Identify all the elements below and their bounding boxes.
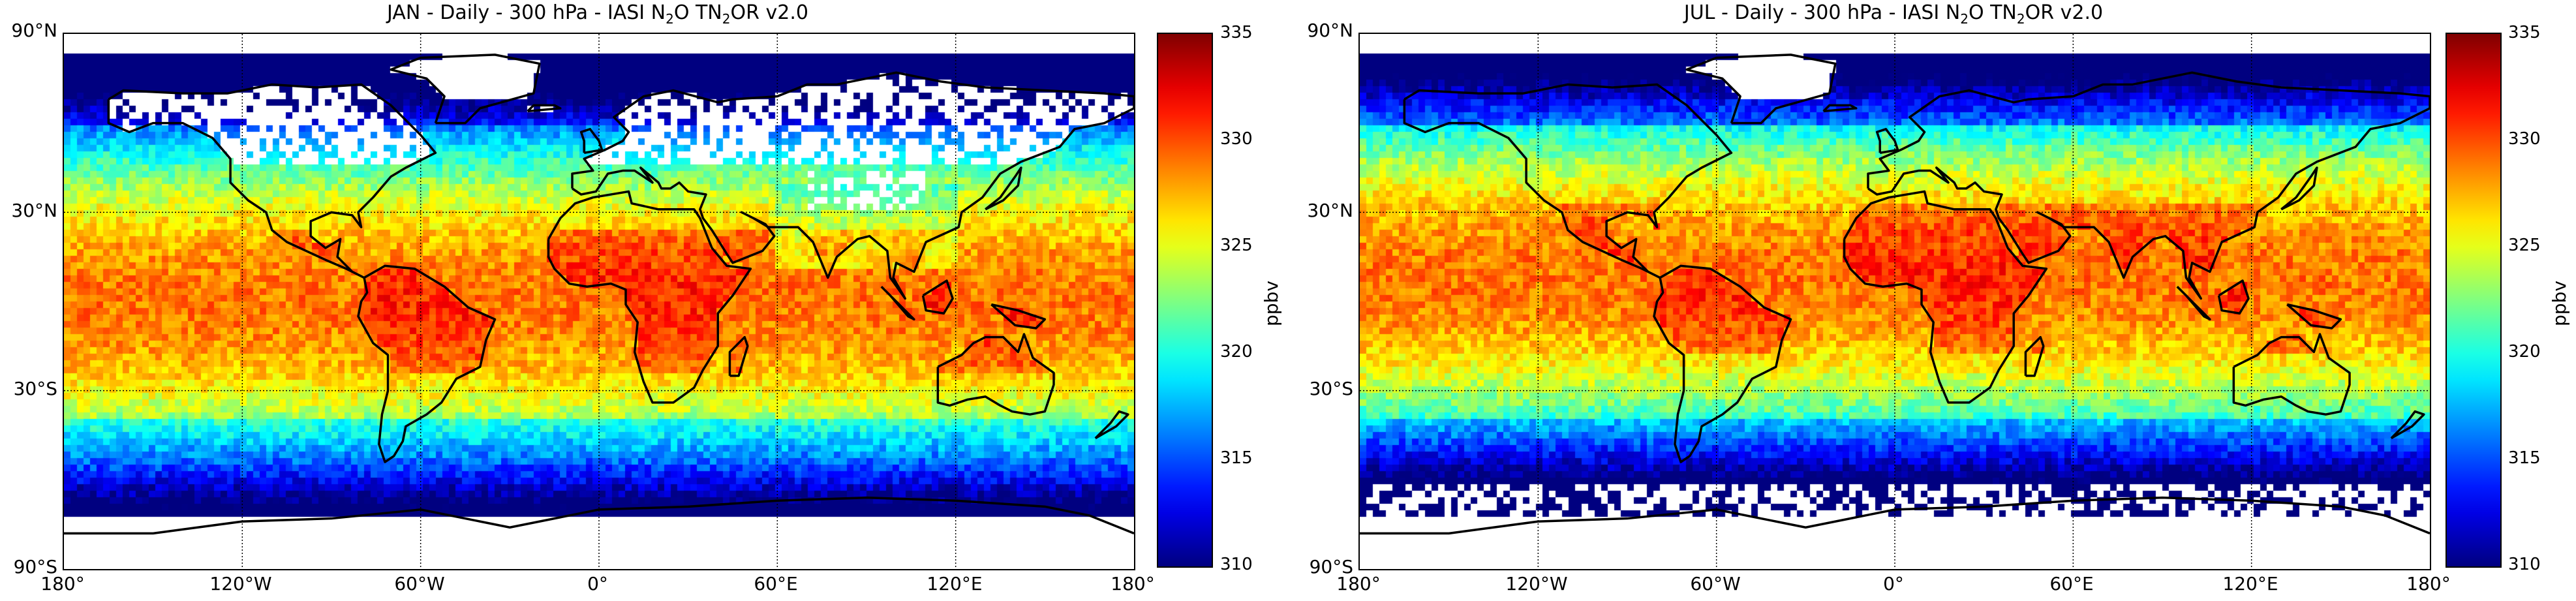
coastline <box>2280 166 2318 211</box>
coastline <box>936 333 1055 416</box>
colorbar <box>2446 33 2502 568</box>
coastline <box>547 190 752 404</box>
colorbar-tick-315: 315 <box>1220 448 1253 468</box>
lat-label-30s: 30°S <box>1309 378 1353 399</box>
lat-label-30s: 30°S <box>13 378 57 399</box>
map-panel-jan: JAN - Daily - 300 hPa - IASI N2O TN2OR v… <box>0 0 1285 601</box>
lon-label-0: 0° <box>587 573 608 594</box>
coastline <box>527 104 562 113</box>
coastline <box>1867 71 2430 300</box>
lat-label-90n: 90°N <box>1307 20 1353 41</box>
lon-label-180w: 180° <box>1336 573 1381 594</box>
coastline <box>2390 410 2425 440</box>
colorbar-tick-310: 310 <box>2508 555 2541 574</box>
coastline <box>1822 104 1858 113</box>
coastline <box>1360 496 2430 535</box>
coastline <box>1653 264 1792 463</box>
map-panel-jul: JUL - Daily - 300 hPa - IASI N2O TN2OR v… <box>1291 0 2576 601</box>
colorbar-unit-label: ppbv <box>1261 281 1282 326</box>
colorbar-unit-label: ppbv <box>2549 281 2570 326</box>
coastline <box>579 128 604 154</box>
coastline <box>985 166 1022 211</box>
lon-label-180e: 180° <box>2406 573 2451 594</box>
coastline <box>2286 303 2342 330</box>
coastline <box>357 264 497 463</box>
lon-label-60e: 60°E <box>2049 573 2094 594</box>
coastline <box>2232 333 2351 416</box>
lon-label-120e: 120°E <box>2222 573 2278 594</box>
lon-label-60e: 60°E <box>754 573 798 594</box>
coastline <box>390 54 541 125</box>
colorbar <box>1157 33 1213 568</box>
panel-title: JUL - Daily - 300 hPa - IASI N2O TN2OR v… <box>1683 1 2104 27</box>
colorbar-tick-325: 325 <box>1220 236 1253 255</box>
coastline <box>1875 128 1899 154</box>
colorbar-tick-310: 310 <box>1220 555 1253 574</box>
lon-label-180e: 180° <box>1111 573 1155 594</box>
colorbar-tick-315: 315 <box>2508 448 2541 468</box>
colorbar-tick-325: 325 <box>2508 236 2541 255</box>
colorbar-tick-335: 335 <box>2508 23 2541 42</box>
coastline <box>571 71 1134 300</box>
lon-label-60w: 60°W <box>1690 573 1741 594</box>
coastlines-and-gridlines <box>64 34 1134 569</box>
coastlines-and-gridlines <box>1360 34 2430 569</box>
coastline <box>728 335 749 377</box>
lon-label-120w: 120°W <box>209 573 272 594</box>
colorbar-tick-330: 330 <box>1220 129 1253 149</box>
lat-label-90n: 90°N <box>11 20 57 41</box>
lat-label-30n: 30°N <box>1307 200 1353 221</box>
coastline <box>2024 335 2045 377</box>
colorbar-tick-330: 330 <box>2508 129 2541 149</box>
coastline <box>1843 190 2048 404</box>
coastline <box>1094 410 1129 440</box>
lon-label-0: 0° <box>1883 573 1904 594</box>
lon-label-120w: 120°W <box>1505 573 1568 594</box>
lon-label-180w: 180° <box>40 573 85 594</box>
coastline <box>1685 54 1837 125</box>
lat-label-90s: 90°S <box>13 556 57 578</box>
map-plot-area <box>63 33 1135 570</box>
coastline <box>107 83 437 279</box>
colorbar-tick-320: 320 <box>2508 342 2541 362</box>
lat-label-90s: 90°S <box>1309 556 1353 578</box>
coastline <box>64 496 1134 535</box>
colorbar-tick-335: 335 <box>1220 23 1253 42</box>
coastline <box>880 285 915 321</box>
coastline <box>2217 279 2250 315</box>
colorbar-tick-320: 320 <box>1220 342 1253 362</box>
panel-title: JAN - Daily - 300 hPa - IASI N2O TN2OR v… <box>387 1 808 27</box>
lon-label-60w: 60°W <box>394 573 445 594</box>
coastline <box>2176 285 2211 321</box>
coastline <box>990 303 1047 330</box>
coastline <box>1403 83 1733 279</box>
lat-label-30n: 30°N <box>11 200 57 221</box>
coastline <box>921 279 954 315</box>
map-plot-area <box>1358 33 2431 570</box>
lon-label-120e: 120°E <box>927 573 983 594</box>
